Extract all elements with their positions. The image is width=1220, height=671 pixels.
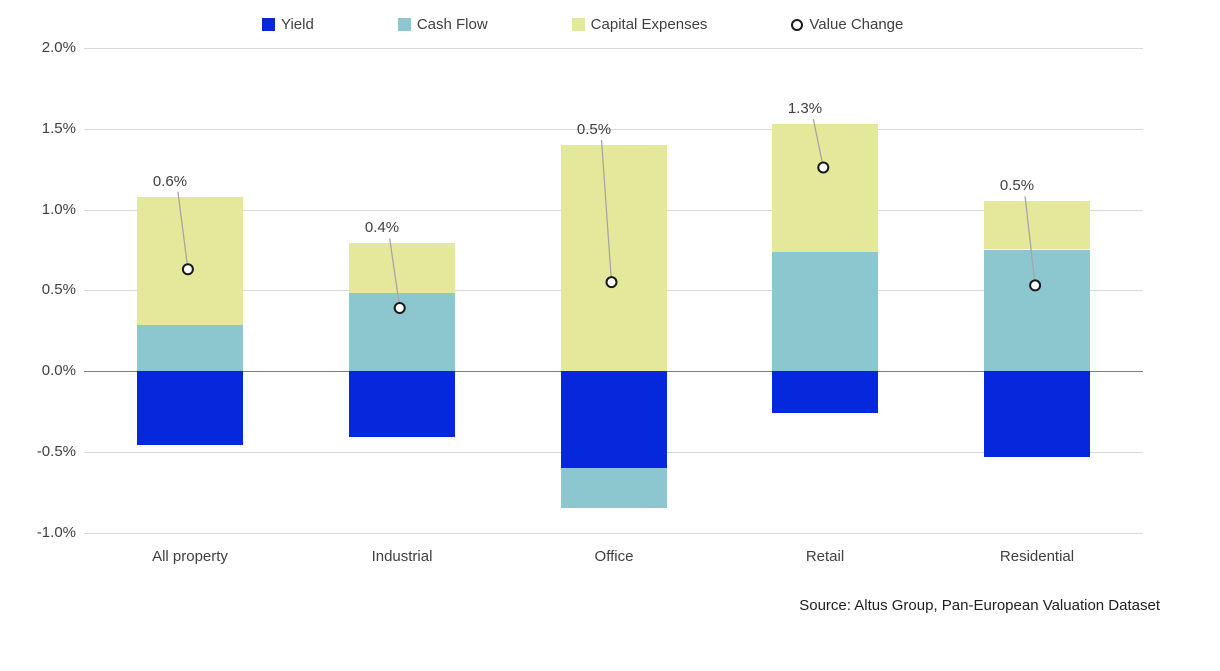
legend-label: Cash Flow — [416, 16, 488, 33]
x-axis-category-label: Office — [594, 548, 634, 565]
leader-line — [812, 118, 824, 168]
bar-segment-yield — [137, 371, 243, 445]
color-swatch-icon — [262, 18, 275, 31]
bar-segment-cash-flow — [984, 250, 1090, 371]
x-axis-category-label: Retail — [805, 548, 845, 565]
bar-segment-yield — [561, 371, 667, 468]
gridline — [84, 129, 1143, 130]
legend-item-value-change: Value Change — [791, 17, 903, 32]
legend-item-capital-expenses: Capital Expenses — [571, 16, 708, 33]
value-change-marker — [605, 276, 618, 289]
leader-line — [177, 191, 189, 270]
value-change-data-label: 0.6% — [152, 173, 188, 190]
source-attribution: Source: Altus Group, Pan-European Valuat… — [799, 597, 1160, 614]
gridline — [84, 48, 1143, 49]
leader-line — [600, 139, 613, 283]
open-circle-icon — [791, 18, 804, 31]
legend-label: Yield — [281, 16, 314, 33]
value-change-marker — [1029, 279, 1042, 292]
bar-segment-capital-expenses — [561, 145, 667, 371]
color-swatch-icon — [571, 18, 585, 31]
y-axis-tick-label: -1.0% — [36, 524, 76, 541]
y-axis-tick-label: 0.5% — [41, 281, 76, 298]
bar-segment-yield — [349, 371, 455, 437]
x-axis-category-label: All property — [152, 548, 228, 565]
value-change-marker — [393, 302, 406, 315]
x-axis-category-label: Industrial — [371, 548, 433, 565]
leader-line — [389, 238, 401, 309]
y-axis-tick-label: 1.5% — [41, 120, 76, 137]
color-swatch-icon — [397, 18, 411, 31]
y-axis-tick-label: 0.0% — [41, 362, 76, 379]
value-change-data-label: 0.4% — [364, 219, 400, 236]
chart-legend: Yield Cash Flow Capital Expenses Value Chan… — [262, 17, 903, 32]
value-change-data-label: 0.5% — [999, 177, 1035, 194]
y-axis-tick-label: 2.0% — [41, 39, 76, 56]
legend-label: Value Change — [809, 16, 904, 33]
value-change-marker — [181, 263, 194, 276]
x-axis-category-label: Residential — [999, 548, 1075, 565]
bar-segment-cash-flow — [137, 324, 243, 371]
value-change-marker — [817, 161, 830, 174]
bar-segment-cash-flow — [561, 468, 667, 508]
bar-segment-capital-expenses — [349, 243, 455, 293]
bar-segment-capital-expenses — [984, 201, 1090, 249]
bar-segment-capital-expenses — [772, 124, 878, 252]
bar-segment-capital-expenses — [137, 197, 243, 325]
y-axis-tick-label: -0.5% — [36, 443, 76, 460]
legend-label: Capital Expenses — [590, 16, 708, 33]
bar-segment-yield — [984, 371, 1090, 457]
y-axis-tick-label: 1.0% — [41, 201, 76, 218]
bar-segment-yield — [772, 371, 878, 413]
value-change-data-label: 0.5% — [576, 121, 612, 138]
value-change-data-label: 1.3% — [787, 100, 823, 117]
gridline — [84, 533, 1143, 534]
legend-item-yield: Yield — [262, 17, 314, 32]
leader-line — [1024, 196, 1036, 286]
legend-item-cash-flow: Cash Flow — [397, 16, 488, 33]
bar-segment-cash-flow — [772, 251, 878, 371]
